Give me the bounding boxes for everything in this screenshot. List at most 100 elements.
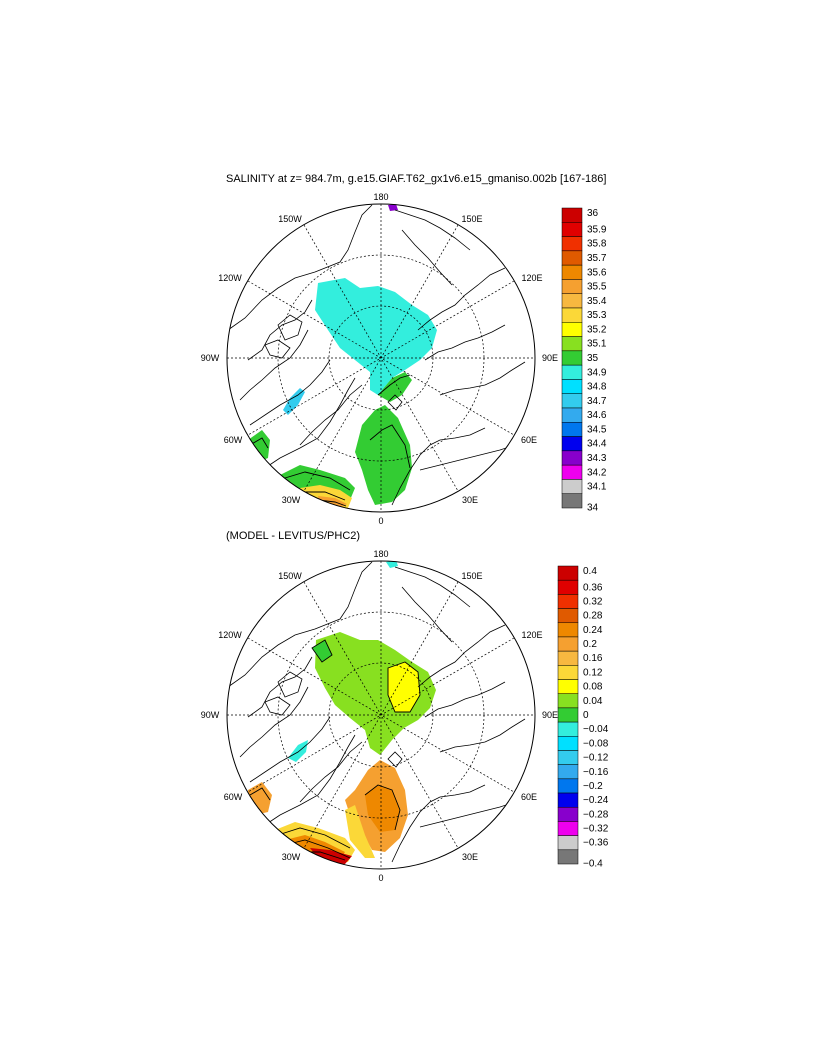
top-lon-0: 0 [378,516,383,526]
top-colorbar-tick-label: 34.2 [587,467,607,478]
bottom-colorbar-tick-label: −0.08 [583,738,609,749]
bottom-colorbar-swatch [557,721,579,737]
bottom-lon-90w: 90W [201,710,220,720]
bottom-colorbar-swatch [557,764,579,780]
top-contours [249,374,411,507]
top-colorbar-tick-label: 34.5 [587,424,607,435]
bottom-colorbar-swatch [557,792,579,808]
bottom-colorbar-swatch [557,693,579,709]
top-colorbar-swatch [561,393,583,409]
top-colorbar-swatch [561,293,583,309]
bottom-colorbar-swatch [557,778,579,794]
top-polar-map: 180 150W 150E 120W 120E 90W 90E 60W 60E … [201,192,558,526]
bottom-anomaly-yellow-patch [388,662,420,712]
bottom-colorbar-swatch [557,750,579,765]
top-colorbar-swatch [561,307,583,323]
top-colorbar-tick-label: 34.4 [587,439,607,450]
bottom-lon-0: 0 [378,873,383,883]
bottom-colorbar-tick-label: −0.32 [583,824,609,835]
bottom-colorbar-swatch [557,665,579,680]
bottom-lon-120w: 120W [218,630,242,640]
bottom-lon-60e: 60E [521,792,537,802]
top-colorbar-swatch [561,322,583,337]
top-lon-30e: 30E [462,495,478,505]
top-salinity-eurasian-green [378,372,412,402]
bottom-colorbar-swatch [557,821,579,836]
bottom-colorbar-tick-label: 0.08 [583,682,603,693]
bottom-colorbar-swatch [557,806,579,822]
top-colorbar-swatch [561,236,583,252]
top-coastlines [227,204,526,506]
bottom-lon-30e: 30E [462,852,478,862]
top-colorbar-swatch [561,264,583,280]
top-lon-180: 180 [373,192,388,202]
top-lon-150e: 150E [461,214,482,224]
bottom-colorbar-tick-label: −0.4 [583,858,603,869]
bottom-colorbar-tick-label: 0.36 [583,582,603,593]
bottom-colorbar-swatch [557,679,579,694]
bottom-colorbar-tick-label: 0 [583,710,589,721]
bottom-polar-map: 180 150W 150E 120W 120E 90W 90E 60W 60E … [201,549,558,883]
top-colorbar-swatch [561,336,583,352]
top-graticule [227,204,535,512]
bottom-lon-180: 180 [373,549,388,559]
top-lon-90w: 90W [201,353,220,363]
bottom-colorbar-swatch [557,622,579,638]
bottom-colorbar-swatch [557,707,579,723]
top-colorbar-tick-label: 34 [587,502,599,513]
top-colorbar-tick-label: 34.1 [587,482,607,493]
bottom-colorbar-tick-label: −0.12 [583,753,609,764]
top-colorbar-tick-label: 34.7 [587,396,607,407]
bottom-colorbar-swatch [557,849,579,865]
bottom-colorbar-swatch [557,608,579,624]
bottom-colorbar-tick-label: −0.2 [583,781,603,792]
bottom-anomaly-bering-green [312,640,332,662]
top-colorbar-swatch [561,436,583,452]
bottom-colorbar-tick-label: −0.36 [583,838,609,849]
top-lon-30w: 30W [282,495,301,505]
top-colorbar-swatch [561,364,583,380]
bottom-colorbar-tick-label: 0.32 [583,596,603,607]
bottom-colorbar-swatch [557,565,579,581]
top-colorbar-tick-label: 35.5 [587,282,607,293]
bottom-colorbar-tick-label: −0.24 [583,795,609,806]
bottom-colorbar-swatch [557,650,579,666]
top-map-title: SALINITY at z= 984.7m, g.e15.GIAF.T62_gx… [226,173,607,185]
bottom-map-border [226,560,536,870]
top-lon-90e: 90E [542,353,558,363]
bottom-colorbar-tick-label: 0.2 [583,639,597,650]
top-salinity-arctic-basin [315,278,437,395]
top-lon-120e: 120E [521,273,542,283]
top-colorbar-swatch [561,493,583,509]
top-colorbar: 36 35.9 35.8 35.7 35.6 35.5 35.4 35.3 35.2 35.1 35… [561,207,607,513]
bottom-colorbar-swatch [557,594,579,609]
bottom-lon-120e: 120E [521,630,542,640]
bottom-colorbar-swatch [557,835,579,851]
bottom-lon-60w: 60W [224,792,243,802]
top-salinity-bering-patch [388,204,398,211]
top-colorbar-swatch [561,479,583,494]
bottom-colorbar-swatch [557,636,579,652]
top-colorbar-tick-label: 35.1 [587,339,607,350]
top-lon-120w: 120W [218,273,242,283]
top-colorbar-tick-label: 34.3 [587,453,607,464]
top-colorbar-tick-label: 35.3 [587,310,607,321]
bottom-colorbar-swatch [557,736,579,751]
top-colorbar-swatch [561,207,583,223]
top-colorbar-swatch [561,464,583,480]
bottom-graticule [227,561,535,869]
top-colorbar-tick-label: 36 [587,208,599,219]
bottom-coastlines [227,561,526,863]
top-lon-60e: 60E [521,435,537,445]
bottom-lon-90e: 90E [542,710,558,720]
bottom-lon-150w: 150W [278,571,302,581]
top-colorbar-tick-label: 35.9 [587,224,607,235]
bottom-colorbar-tick-label: −0.04 [583,724,609,735]
bottom-colorbar-tick-label: −0.16 [583,767,609,778]
top-colorbar-tick-label: 34.8 [587,382,607,393]
bottom-colorbar-swatch [557,579,579,595]
top-map-border [226,203,536,513]
top-lon-150w: 150W [278,214,302,224]
top-colorbar-swatch [561,222,583,237]
